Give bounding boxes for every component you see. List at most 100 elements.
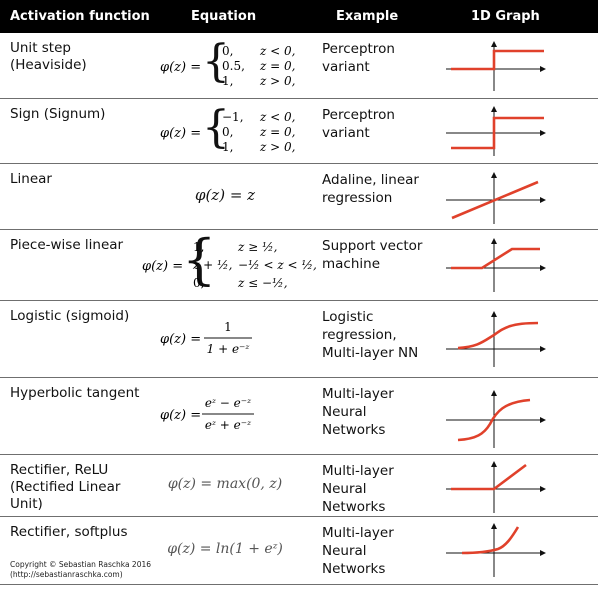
example-text: Support vector machine — [322, 238, 423, 272]
example-text: Multi-layer Neural Networks — [322, 386, 394, 438]
y-axis-arrow — [491, 311, 497, 317]
graph-sign — [446, 104, 550, 158]
copyright-notice: Copyright © Sebastian Raschka 2016 (http… — [10, 560, 152, 579]
activation-curve — [451, 116, 544, 150]
y-axis-arrow — [491, 461, 497, 467]
activation-name: Linear — [10, 171, 52, 187]
example-text: Multi-layer Neural Networks — [322, 525, 394, 577]
example-text: Perceptron variant — [322, 41, 395, 75]
fraction-numerator: eᶻ − e⁻ᶻ — [205, 396, 252, 410]
case-value: z + ½, — [192, 258, 232, 272]
equation-lhs: φ(z) = — [142, 259, 183, 274]
table-row: Rectifier, ReLU (Rectified Linear Unit) … — [0, 455, 598, 516]
equation-piecewise-linear: φ(z) = { 1, z ≥ ½, z + ½, −½ < z < ½, 0,… — [138, 228, 317, 298]
header-equation: Equation — [191, 9, 257, 24]
row-divider — [0, 98, 598, 99]
activation-curve — [451, 180, 539, 220]
equation-lhs: φ(z) = — [160, 126, 201, 141]
equation-tanh: φ(z) = eᶻ − e⁻ᶻ eᶻ + e⁻ᶻ — [140, 391, 310, 441]
activation-name: Sign (Signum) — [10, 106, 106, 122]
graph-unit-step — [446, 39, 550, 93]
case-condition: −½ < z < ½, — [238, 258, 316, 272]
case-value: 0, — [193, 276, 204, 290]
case-condition: z > 0, — [259, 74, 295, 88]
activation-name: Rectifier, softplus — [10, 524, 128, 540]
case-value: 1, — [222, 140, 233, 154]
activation-name: Piece-wise linear — [10, 237, 124, 253]
table-row: Sign (Signum) φ(z) = { −1, z < 0, 0, z =… — [0, 99, 598, 163]
activation-curve — [451, 247, 540, 270]
case-value: 1, — [193, 240, 204, 254]
case-condition: z < 0, — [259, 110, 295, 124]
header-example: Example — [336, 9, 399, 24]
fraction-numerator: 1 — [224, 320, 232, 334]
table-row: Logistic (sigmoid) φ(z) = 1 1 + e⁻ᶻ Logi… — [0, 301, 598, 377]
equation-lhs: φ(z) = — [160, 332, 201, 347]
case-condition: z > 0, — [259, 140, 295, 154]
case-value: 0, — [222, 125, 233, 139]
activation-name: Rectifier, ReLU (Rectified Linear Unit) — [10, 462, 121, 512]
activation-name: Unit step (Heaviside) — [10, 40, 87, 73]
activation-curve — [451, 463, 527, 491]
row-divider — [0, 516, 598, 517]
x-axis-arrow — [540, 550, 546, 556]
case-value: 1, — [222, 74, 233, 88]
y-axis-arrow — [491, 523, 497, 529]
activation-name: Logistic (sigmoid) — [10, 308, 130, 324]
equation-sign: φ(z) = { −1, z < 0, 0, z = 0, 1, z > 0, — [140, 102, 310, 161]
y-axis-arrow — [491, 172, 497, 178]
equation-lhs: φ(z) = — [160, 60, 201, 75]
case-condition: z = 0, — [259, 125, 295, 139]
row-divider — [0, 163, 598, 164]
activation-curve — [461, 526, 520, 555]
fraction-denominator: 1 + e⁻ᶻ — [207, 342, 251, 356]
graph-tanh — [446, 388, 550, 450]
equation-lhs: φ(z) = — [160, 408, 201, 423]
table-row: Linear φ(z) = z Adaline, linear regressi… — [0, 164, 598, 229]
row-divider — [0, 229, 598, 230]
graph-piecewise-linear — [446, 236, 550, 294]
x-axis-arrow — [540, 197, 546, 203]
activation-curve — [457, 321, 539, 350]
x-axis-arrow — [540, 265, 546, 271]
svg-text:{: { — [182, 236, 216, 291]
x-axis-arrow — [540, 486, 546, 492]
example-text: Logistic regression, Multi-layer NN — [322, 309, 419, 361]
table-row: Hyperbolic tangent φ(z) = eᶻ − e⁻ᶻ eᶻ + … — [0, 378, 598, 454]
y-axis-arrow — [491, 106, 497, 112]
y-axis-arrow — [491, 41, 497, 47]
graph-linear — [446, 170, 550, 226]
row-divider — [0, 300, 598, 301]
svg-text:{: { — [202, 41, 230, 87]
equation-linear: φ(z) = z — [194, 186, 256, 204]
equation-relu: φ(z) = max(0, z) — [167, 476, 283, 492]
equation-logistic: φ(z) = 1 1 + e⁻ᶻ — [140, 315, 310, 365]
fraction-denominator: eᶻ + e⁻ᶻ — [205, 418, 252, 432]
equation-softplus: φ(z) = ln(1 + eᶻ) — [167, 541, 283, 557]
case-value: 0, — [222, 44, 233, 58]
equation-unit-step: φ(z) = { 0, z < 0, 0.5, z = 0, 1, z > 0, — [140, 36, 310, 95]
row-divider — [0, 377, 598, 378]
svg-text:{: { — [202, 107, 230, 153]
x-axis-arrow — [540, 130, 546, 136]
example-text: Perceptron variant — [322, 107, 395, 141]
graph-relu — [446, 459, 550, 515]
header-activation-function: Activation function — [10, 9, 150, 24]
header-1d-graph: 1D Graph — [471, 9, 540, 24]
example-text: Multi-layer Neural Networks — [322, 463, 394, 515]
x-axis-arrow — [540, 417, 546, 423]
case-condition: z ≤ −½, — [237, 276, 288, 290]
graph-logistic — [446, 309, 550, 369]
table-row: Unit step (Heaviside) φ(z) = { 0, z < 0,… — [0, 33, 598, 98]
case-value: 0.5, — [222, 59, 245, 73]
activation-curve — [457, 398, 531, 442]
case-value: −1, — [222, 110, 244, 124]
row-divider — [0, 454, 598, 455]
graph-softplus — [446, 521, 550, 579]
table-row: Rectifier, softplus φ(z) = ln(1 + eᶻ) Mu… — [0, 517, 598, 584]
y-axis-arrow — [491, 390, 497, 396]
case-condition: z = 0, — [259, 59, 295, 73]
case-condition: z ≥ ½, — [237, 240, 277, 254]
table-row: Piece-wise linear φ(z) = { 1, z ≥ ½, z +… — [0, 228, 598, 300]
y-axis-arrow — [491, 238, 497, 244]
